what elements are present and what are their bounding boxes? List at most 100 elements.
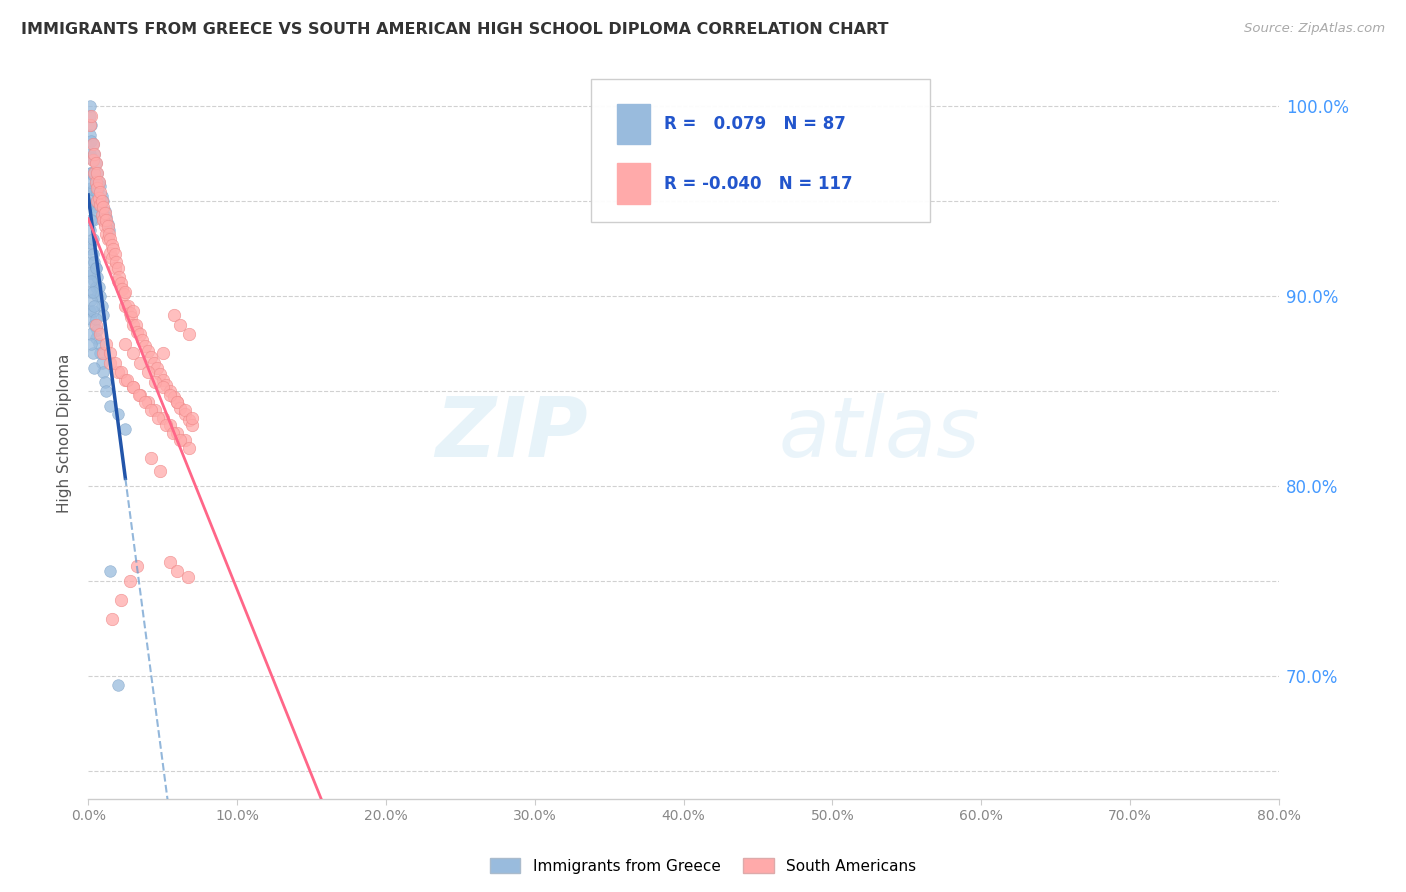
Point — [93, 205, 115, 219]
Point — [155, 378, 177, 392]
Point — [179, 327, 201, 342]
Point — [79, 194, 101, 209]
Point — [91, 200, 114, 214]
Point — [100, 356, 122, 370]
Point — [87, 175, 110, 189]
Point — [83, 299, 105, 313]
Point — [107, 365, 129, 379]
Point — [101, 238, 124, 252]
Point — [89, 198, 111, 212]
Point — [100, 232, 122, 246]
Point — [107, 678, 129, 692]
Point — [82, 232, 104, 246]
Point — [159, 555, 181, 569]
Point — [100, 399, 122, 413]
Point — [82, 346, 104, 360]
Point — [96, 232, 118, 246]
Point — [82, 304, 104, 318]
Point — [83, 147, 105, 161]
Point — [118, 574, 141, 588]
Point — [83, 166, 105, 180]
Point — [89, 185, 111, 199]
Point — [84, 279, 107, 293]
Point — [90, 188, 112, 202]
FancyBboxPatch shape — [591, 79, 929, 222]
Point — [84, 156, 107, 170]
Text: ZIP: ZIP — [436, 393, 588, 475]
Point — [94, 384, 117, 398]
Point — [90, 356, 112, 370]
Point — [139, 403, 162, 417]
Point — [110, 276, 132, 290]
Point — [90, 208, 112, 222]
Point — [159, 388, 181, 402]
Point — [82, 267, 104, 281]
Point — [80, 119, 103, 133]
Point — [96, 217, 118, 231]
Point — [129, 388, 152, 402]
Point — [79, 119, 101, 133]
Point — [93, 203, 115, 218]
Point — [134, 395, 156, 409]
Point — [181, 418, 204, 433]
Point — [87, 194, 110, 209]
Point — [91, 365, 114, 379]
Point — [94, 336, 117, 351]
Point — [79, 223, 101, 237]
Point — [79, 175, 101, 189]
Point — [159, 384, 181, 398]
Point — [101, 612, 124, 626]
Point — [80, 181, 103, 195]
Point — [107, 260, 129, 275]
Point — [134, 338, 156, 352]
Point — [91, 308, 114, 322]
Point — [100, 565, 122, 579]
Point — [86, 323, 108, 337]
Point — [179, 441, 201, 455]
Point — [84, 175, 107, 189]
Point — [100, 245, 122, 260]
Point — [91, 346, 114, 360]
Point — [111, 282, 134, 296]
Point — [83, 255, 105, 269]
Point — [91, 194, 114, 209]
Point — [169, 434, 191, 448]
Point — [82, 153, 104, 167]
Point — [174, 403, 197, 417]
Point — [174, 407, 197, 421]
Point — [118, 306, 141, 320]
Point — [80, 255, 103, 269]
Point — [86, 166, 108, 180]
Point — [121, 304, 143, 318]
Point — [79, 304, 101, 318]
Point — [107, 274, 129, 288]
Point — [86, 194, 108, 209]
Point — [83, 147, 105, 161]
Point — [152, 410, 174, 425]
Point — [89, 327, 111, 342]
Point — [80, 274, 103, 288]
Point — [105, 255, 128, 269]
Point — [166, 395, 188, 409]
Point — [79, 242, 101, 256]
Point — [79, 128, 101, 142]
Point — [114, 336, 136, 351]
Text: R =   0.079   N = 87: R = 0.079 N = 87 — [665, 115, 846, 133]
Point — [79, 267, 101, 281]
Point — [82, 285, 104, 300]
Point — [86, 166, 108, 180]
Point — [146, 410, 169, 425]
Point — [87, 175, 110, 189]
Point — [136, 395, 159, 409]
Point — [162, 425, 184, 440]
Point — [86, 185, 108, 199]
Point — [121, 380, 143, 394]
Point — [120, 310, 142, 324]
Point — [152, 346, 174, 360]
Point — [84, 318, 107, 332]
Point — [80, 166, 103, 180]
Point — [96, 219, 118, 233]
Point — [166, 565, 188, 579]
Point — [127, 326, 149, 340]
Point — [86, 203, 108, 218]
